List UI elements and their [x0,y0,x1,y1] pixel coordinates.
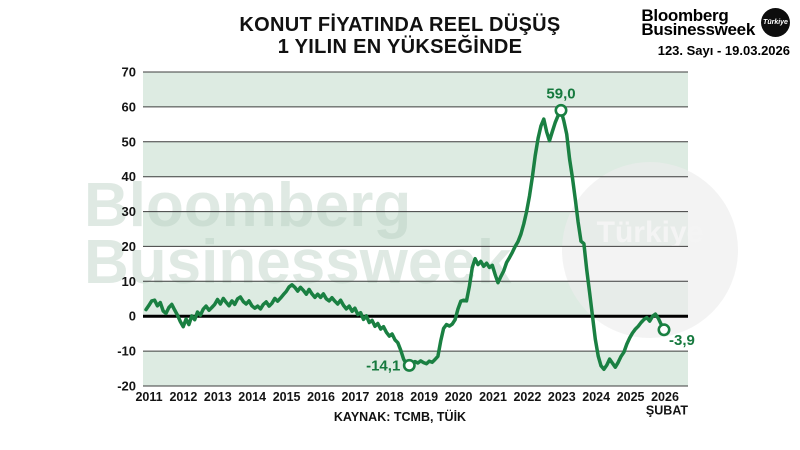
x-axis-tick-label: 2019 [410,390,438,404]
brand-line2: Businessweek [641,19,755,39]
x-axis-tick-label: 2022 [513,390,541,404]
x-axis-tick-label: 2014 [238,390,266,404]
issue-date: 123. Sayı - 19.03.2026 [657,43,790,58]
y-axis-tick-label: 30 [122,204,136,219]
turkiye-badge-label: Türkiye [763,19,788,26]
brand-text: Bloomberg Businessweek [641,6,755,39]
x-axis-tick-label: 2018 [376,390,404,404]
x-axis-tick-label: 2025 [617,390,645,404]
masthead: Bloomberg Businessweek Türkiye 123. Sayı… [614,6,790,58]
y-axis-tick-label: 40 [122,169,136,184]
data-point-label: 59,0 [546,85,575,102]
x-axis-tick-label: 2020 [445,390,473,404]
x-axis-tick-label: 2015 [273,390,301,404]
x-axis-tick-label: 2026 [651,390,679,404]
x-axis-tick-label: 2024 [582,390,610,404]
y-axis-tick-label: 20 [122,239,136,254]
data-point-marker [657,323,671,337]
watermark-badge-label: Türkiye [597,216,704,249]
y-axis-tick-label: 70 [122,65,136,80]
x-axis-month-note: ŞUBAT [646,404,688,418]
turkiye-badge: Türkiye [761,8,790,37]
page-title: KONUT FİYATINDA REEL DÜŞÜŞ 1 YILIN EN YÜ… [100,14,700,58]
x-axis-tick-label: 2011 [135,390,162,404]
x-axis-tick-label: 2021 [479,390,507,404]
x-axis-tick-label: 2016 [307,390,335,404]
chart-title-line1: KONUT FİYATINDA REEL DÜŞÜŞ [239,14,561,36]
data-point-label: -14,1 [366,357,400,374]
brand-logo: Bloomberg Businessweek Türkiye [614,6,790,39]
data-point-marker [554,103,568,117]
data-point-label: -3,9 [669,332,695,349]
x-axis-tick-label: 2013 [204,390,232,404]
y-axis-tick-label: -20 [117,379,136,394]
watermark-circle [562,162,738,338]
y-axis-tick-label: 50 [122,134,136,149]
x-axis-tick-label: 2017 [341,390,369,404]
y-axis-tick-label: -10 [117,344,136,359]
watermark-line1: Bloomberg [84,171,411,240]
x-axis-tick-label: 2012 [169,390,197,404]
brand-line1: Bloomberg [641,6,729,25]
y-axis-tick-label: 0 [129,309,136,324]
chart-title-line2: 1 YILIN EN YÜKSEĞİNDE [277,36,523,58]
source-note: KAYNAK: TCMB, TÜİK [333,410,467,424]
watermark-line2: Businessweek [84,228,512,297]
plot-band [143,72,688,107]
y-axis-tick-label: 60 [122,99,136,114]
plot-band [143,141,688,177]
data-point-marker [402,358,416,372]
x-axis-tick-label: 2023 [548,390,576,404]
y-axis-tick-label: 10 [122,274,136,289]
